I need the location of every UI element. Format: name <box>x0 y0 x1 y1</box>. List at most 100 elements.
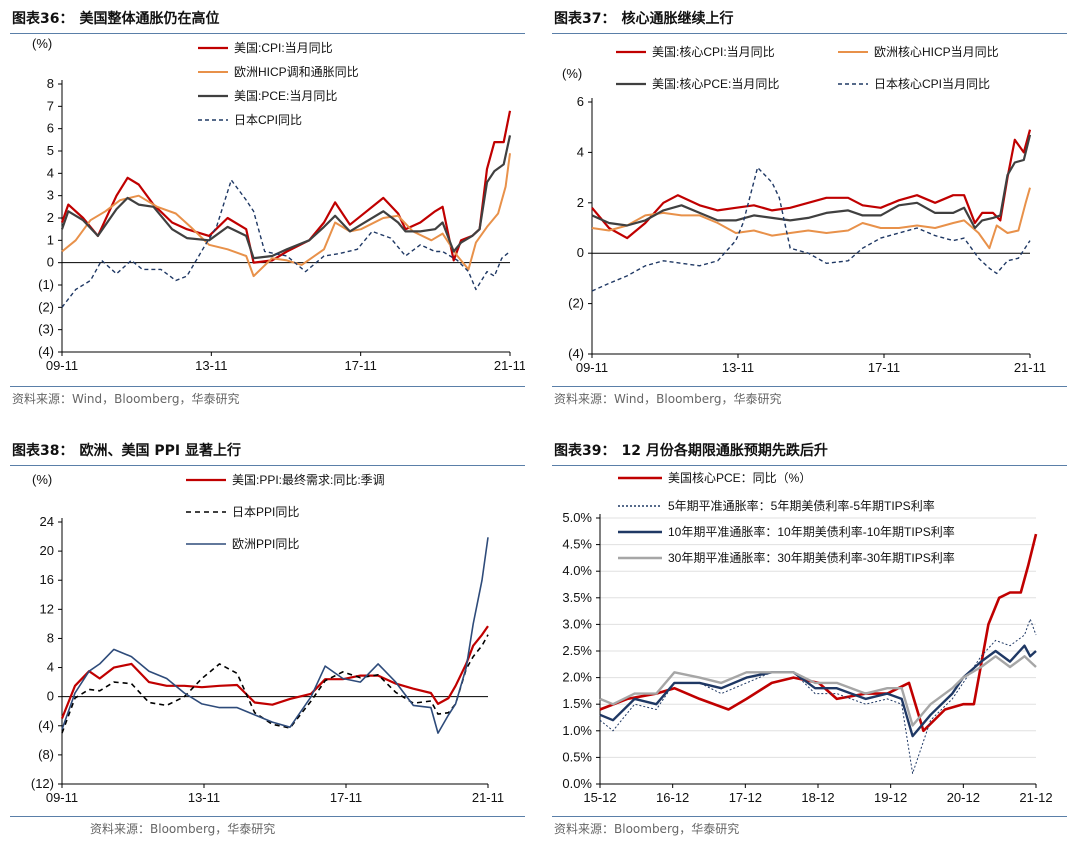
x-tick-label: 13-11 <box>188 790 220 805</box>
legend-label: 美国核心PCE：同比（%） <box>668 471 811 485</box>
source-note: 资料来源：Wind，Bloomberg，华泰研究 <box>554 392 782 406</box>
chart-panel-36: 图表36： 美国整体通胀仍在高位 (4) (3) (2) (1) 0 1 2 3 4 5 6 7 8 (%)… <box>10 4 525 424</box>
y-tick-label: 4 <box>47 660 54 675</box>
x-tick-label: 21-11 <box>1014 360 1046 375</box>
series-line <box>60 625 489 719</box>
series-line <box>591 166 1031 292</box>
y-unit-label: (%) <box>32 36 52 51</box>
y-tick-label: 2 <box>577 195 584 210</box>
line-chart: (12) (8) (4) 0 4 8 12 16 20 24 (%) 09-11 13-11 17-11 2… <box>31 472 504 805</box>
figure-number: 图表39： <box>554 443 616 459</box>
y-tick-label: 6 <box>577 94 584 109</box>
y-tick-label: 0.5% <box>562 749 592 764</box>
y-tick-label: 24 <box>40 514 54 529</box>
title-rule <box>10 465 525 466</box>
y-tick-label: 8 <box>47 630 54 645</box>
y-tick-label: 2.0% <box>562 670 592 685</box>
x-tick-label: 21-11 <box>494 358 525 373</box>
chart-panel-38: 图表38： 欧洲、美国 PPI 显著上行 (12) (8) (4) 0 4 8 12 16 20 2… <box>10 436 525 856</box>
y-tick-label: (3) <box>38 322 54 337</box>
legend-label: 5年期平准通胀率：5年期美债利率-5年期TIPS利率 <box>668 498 935 513</box>
figure-title: 美国整体通胀仍在高位 <box>79 11 220 27</box>
figure-number: 图表37： <box>554 11 616 27</box>
x-tick-label: 21-12 <box>1019 790 1052 805</box>
figure-number: 图表38： <box>12 443 74 459</box>
y-unit-label: (%) <box>562 66 582 81</box>
x-tick-label: 17-12 <box>729 790 762 805</box>
figure-title: 12 月份各期限通胀预期先跌后升 <box>621 443 828 459</box>
line-chart: 0.0% 0.5% 1.0% 1.5% 2.0% 2.5% 3.0% 3.5% 4.0% 4.5%… <box>562 471 1052 805</box>
series-line <box>61 153 511 278</box>
legend-label: 美国:CPI:当月同比 <box>234 41 333 55</box>
y-tick-label: 1.0% <box>562 723 592 738</box>
x-tick-label: 09-11 <box>46 790 78 805</box>
panel-title: 图表37： 核心通胀继续上行 <box>552 4 1067 34</box>
y-tick-label: (1) <box>38 277 54 292</box>
series-line <box>599 533 1038 733</box>
y-tick-label: 4 <box>577 144 584 159</box>
y-tick-label: 4.5% <box>562 537 592 552</box>
y-tick-label: 5.0% <box>562 510 592 525</box>
legend-label: 欧洲核心HICP当月同比 <box>874 45 999 59</box>
legend-label: 日本核心CPI当月同比 <box>874 77 990 91</box>
legend-label: 10年期平准通胀率：10年期美债利率-10年期TIPS利率 <box>668 524 955 539</box>
y-tick-label: 0 <box>47 255 54 270</box>
x-tick-label: 16-12 <box>656 790 689 805</box>
y-tick-label: 6 <box>47 121 54 136</box>
legend-label: 美国:核心CPI:当月同比 <box>652 45 775 59</box>
source-rule <box>10 386 525 387</box>
y-tick-label: 1.5% <box>562 696 592 711</box>
y-tick-label: 20 <box>40 543 54 558</box>
source-rule <box>10 816 525 817</box>
y-tick-label: 16 <box>40 572 54 587</box>
series-line <box>599 644 1037 738</box>
line-chart: (4) (3) (2) (1) 0 1 2 3 4 5 6 7 8 (%) 09-11 13-11 17-11 2… <box>32 36 525 373</box>
series-line <box>591 187 1031 250</box>
y-tick-label: 4.0% <box>562 563 592 578</box>
figure-title: 核心通胀继续上行 <box>621 11 734 27</box>
y-tick-label: 12 <box>40 601 54 616</box>
series-line <box>60 135 512 260</box>
y-tick-label: (4) <box>568 346 584 361</box>
chart-panel-37: 图表37： 核心通胀继续上行 (4) (2) 0 2 4 6 (%) 09-11 13-11 17-… <box>552 4 1067 424</box>
x-tick-label: 13-11 <box>722 360 754 375</box>
panel-title: 图表39： 12 月份各期限通胀预期先跌后升 <box>552 436 1067 466</box>
y-tick-label: (2) <box>568 296 584 311</box>
x-tick-label: 20-12 <box>947 790 980 805</box>
x-tick-label: 17-11 <box>345 358 377 373</box>
y-tick-label: 0.0% <box>562 776 592 791</box>
chart-panel-39: 图表39： 12 月份各期限通胀预期先跌后升 0.0% 0.5% 1.0% 1.5% 2.… <box>552 436 1067 856</box>
y-tick-label: 0 <box>47 689 54 704</box>
x-tick-label: 15-12 <box>583 790 616 805</box>
series-line <box>61 179 511 308</box>
y-tick-label: (8) <box>38 747 54 762</box>
y-tick-label: (4) <box>38 344 54 359</box>
series-line <box>60 110 512 264</box>
y-tick-label: (2) <box>38 299 54 314</box>
x-tick-label: 18-12 <box>801 790 834 805</box>
legend-label: 美国:PCE:当月同比 <box>234 89 337 103</box>
line-chart: (4) (2) 0 2 4 6 (%) 09-11 13-11 17-11 21-11 美国:核心CP… <box>562 45 1046 375</box>
series-line <box>591 129 1032 240</box>
legend-label: 美国:PPI:最终需求:同比:季调 <box>232 472 385 487</box>
series-line <box>599 655 1037 727</box>
series-line <box>599 618 1037 774</box>
y-tick-label: (12) <box>31 776 54 791</box>
title-rule <box>552 465 1067 466</box>
legend-label: 欧洲PPI同比 <box>232 537 299 551</box>
y-tick-label: 4 <box>47 165 54 180</box>
source-rule <box>552 816 1067 817</box>
figure-number: 图表36： <box>12 11 74 27</box>
series-line <box>61 634 489 734</box>
panel-title: 图表38： 欧洲、美国 PPI 显著上行 <box>10 436 525 466</box>
x-tick-label: 17-11 <box>868 360 900 375</box>
source-note: 资料来源：Bloomberg，华泰研究 <box>90 822 276 836</box>
legend-label: 30年期平准通胀率：30年期美债利率-30年期TIPS利率 <box>668 550 955 565</box>
y-tick-label: 1 <box>47 232 54 247</box>
y-tick-label: (4) <box>38 718 54 733</box>
x-tick-label: 13-11 <box>195 358 227 373</box>
series-line <box>591 134 1032 230</box>
source-note: 资料来源：Bloomberg，华泰研究 <box>554 822 740 836</box>
y-tick-label: 3 <box>47 188 54 203</box>
panel-title: 图表36： 美国整体通胀仍在高位 <box>10 4 525 34</box>
